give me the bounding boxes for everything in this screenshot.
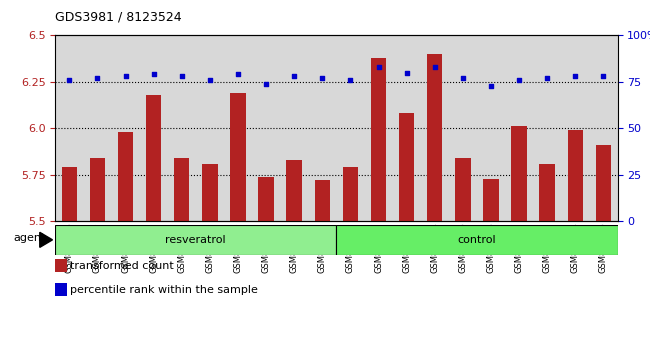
Point	[402, 70, 412, 75]
Text: GDS3981 / 8123524: GDS3981 / 8123524	[55, 11, 182, 24]
Bar	[337, 225, 618, 255]
Point	[542, 75, 552, 81]
Point	[373, 64, 384, 70]
Bar	[343, 167, 358, 221]
Bar	[90, 158, 105, 221]
Text: resveratrol: resveratrol	[166, 235, 226, 245]
Point	[289, 73, 300, 79]
Point	[345, 77, 356, 83]
Bar	[287, 160, 302, 221]
Point	[233, 72, 243, 77]
Point	[486, 83, 496, 88]
Text: control: control	[458, 235, 496, 245]
Point	[514, 77, 525, 83]
Point	[317, 75, 328, 81]
Bar	[567, 130, 583, 221]
Point	[261, 81, 271, 87]
Bar	[258, 177, 274, 221]
Bar	[455, 158, 471, 221]
Bar	[483, 178, 499, 221]
Point	[458, 75, 468, 81]
Bar	[512, 126, 527, 221]
Bar	[146, 95, 161, 221]
Bar	[399, 113, 415, 221]
Text: transformed count: transformed count	[70, 261, 174, 271]
Point	[92, 75, 103, 81]
Point	[120, 73, 131, 79]
Bar	[427, 54, 443, 221]
Point	[598, 73, 608, 79]
Bar	[174, 158, 190, 221]
Bar	[595, 145, 611, 221]
Point	[430, 64, 440, 70]
Bar	[55, 284, 67, 296]
Point	[148, 72, 159, 77]
Text: percentile rank within the sample: percentile rank within the sample	[70, 285, 258, 295]
Polygon shape	[40, 232, 53, 247]
Bar	[315, 181, 330, 221]
Point	[205, 77, 215, 83]
Bar	[118, 132, 133, 221]
Bar	[55, 225, 337, 255]
Bar	[540, 164, 555, 221]
Point	[177, 73, 187, 79]
Bar	[370, 58, 386, 221]
Bar	[230, 93, 246, 221]
Bar	[202, 164, 218, 221]
Bar	[62, 167, 77, 221]
Text: agent: agent	[14, 233, 46, 243]
Bar	[55, 259, 67, 272]
Point	[64, 77, 75, 83]
Point	[570, 73, 580, 79]
